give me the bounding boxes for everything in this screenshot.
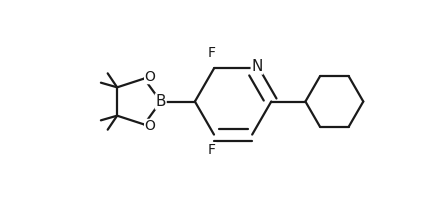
Text: N: N (251, 59, 263, 74)
Text: O: O (144, 119, 156, 134)
Text: B: B (156, 94, 166, 109)
Text: O: O (144, 70, 156, 84)
Text: F: F (208, 46, 216, 60)
Text: F: F (208, 143, 216, 157)
